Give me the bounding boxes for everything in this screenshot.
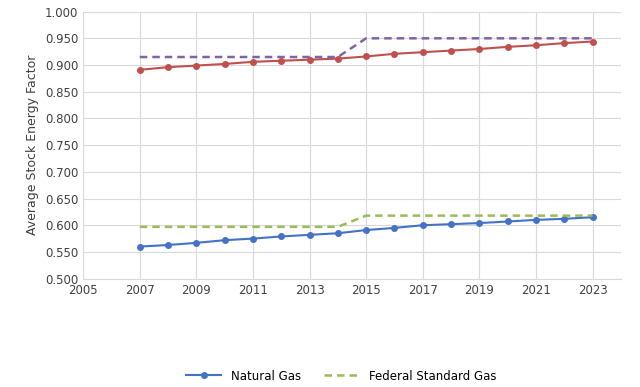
Line: Federal Standard Electric: Federal Standard Electric xyxy=(140,38,593,57)
Federal Standard Electric xyxy=(390,36,398,41)
Federal Standard Electric xyxy=(447,36,455,41)
Federal Standard Gas xyxy=(334,224,342,229)
Electric xyxy=(476,47,483,51)
Federal Standard Electric xyxy=(419,36,427,41)
Federal Standard Electric xyxy=(589,36,596,41)
Line: Natural Gas: Natural Gas xyxy=(137,214,595,249)
Electric xyxy=(447,48,455,53)
Electric xyxy=(164,65,172,70)
Federal Standard Gas xyxy=(221,224,228,229)
Federal Standard Gas xyxy=(249,224,257,229)
Line: Electric: Electric xyxy=(137,39,595,73)
Natural Gas xyxy=(221,238,228,243)
Natural Gas xyxy=(561,216,568,221)
Legend: Natural Gas, Electric, Federal Standard Gas, Federal Standard Electric: Natural Gas, Electric, Federal Standard … xyxy=(181,365,523,387)
Natural Gas xyxy=(476,221,483,225)
Federal Standard Gas xyxy=(589,213,596,218)
Federal Standard Electric xyxy=(362,36,370,41)
Federal Standard Electric xyxy=(306,55,314,59)
Federal Standard Gas xyxy=(306,224,314,229)
Federal Standard Gas xyxy=(504,213,511,218)
Electric xyxy=(419,50,427,55)
Natural Gas xyxy=(306,233,314,237)
Electric xyxy=(390,51,398,56)
Line: Federal Standard Gas: Federal Standard Gas xyxy=(140,216,593,227)
Federal Standard Gas xyxy=(532,213,540,218)
Federal Standard Gas xyxy=(476,213,483,218)
Natural Gas xyxy=(589,215,596,219)
Federal Standard Gas xyxy=(277,224,285,229)
Federal Standard Gas xyxy=(561,213,568,218)
Federal Standard Gas xyxy=(390,213,398,218)
Federal Standard Gas xyxy=(164,224,172,229)
Natural Gas xyxy=(277,234,285,239)
Electric xyxy=(193,63,200,68)
Y-axis label: Average Stock Energy Factor: Average Stock Energy Factor xyxy=(26,55,40,235)
Federal Standard Electric xyxy=(136,55,143,59)
Electric xyxy=(532,43,540,48)
Electric xyxy=(589,39,596,44)
Natural Gas xyxy=(419,223,427,228)
Natural Gas xyxy=(362,228,370,232)
Federal Standard Electric xyxy=(221,55,228,59)
Federal Standard Gas xyxy=(136,224,143,229)
Federal Standard Electric xyxy=(277,55,285,59)
Federal Standard Gas xyxy=(193,224,200,229)
Natural Gas xyxy=(193,241,200,245)
Federal Standard Electric xyxy=(561,36,568,41)
Natural Gas xyxy=(136,244,143,249)
Federal Standard Electric xyxy=(164,55,172,59)
Federal Standard Electric xyxy=(334,55,342,59)
Natural Gas xyxy=(532,217,540,222)
Natural Gas xyxy=(164,243,172,247)
Electric xyxy=(504,45,511,49)
Federal Standard Electric xyxy=(193,55,200,59)
Natural Gas xyxy=(447,222,455,226)
Natural Gas xyxy=(334,231,342,236)
Federal Standard Electric xyxy=(476,36,483,41)
Electric xyxy=(136,67,143,72)
Natural Gas xyxy=(390,226,398,230)
Electric xyxy=(362,54,370,59)
Natural Gas xyxy=(504,219,511,224)
Electric xyxy=(306,57,314,62)
Federal Standard Gas xyxy=(447,213,455,218)
Federal Standard Electric xyxy=(249,55,257,59)
Electric xyxy=(221,62,228,66)
Electric xyxy=(334,56,342,61)
Federal Standard Gas xyxy=(362,213,370,218)
Electric xyxy=(277,58,285,63)
Federal Standard Electric xyxy=(532,36,540,41)
Federal Standard Electric xyxy=(504,36,511,41)
Natural Gas xyxy=(249,236,257,241)
Electric xyxy=(561,41,568,45)
Electric xyxy=(249,60,257,64)
Federal Standard Gas xyxy=(419,213,427,218)
